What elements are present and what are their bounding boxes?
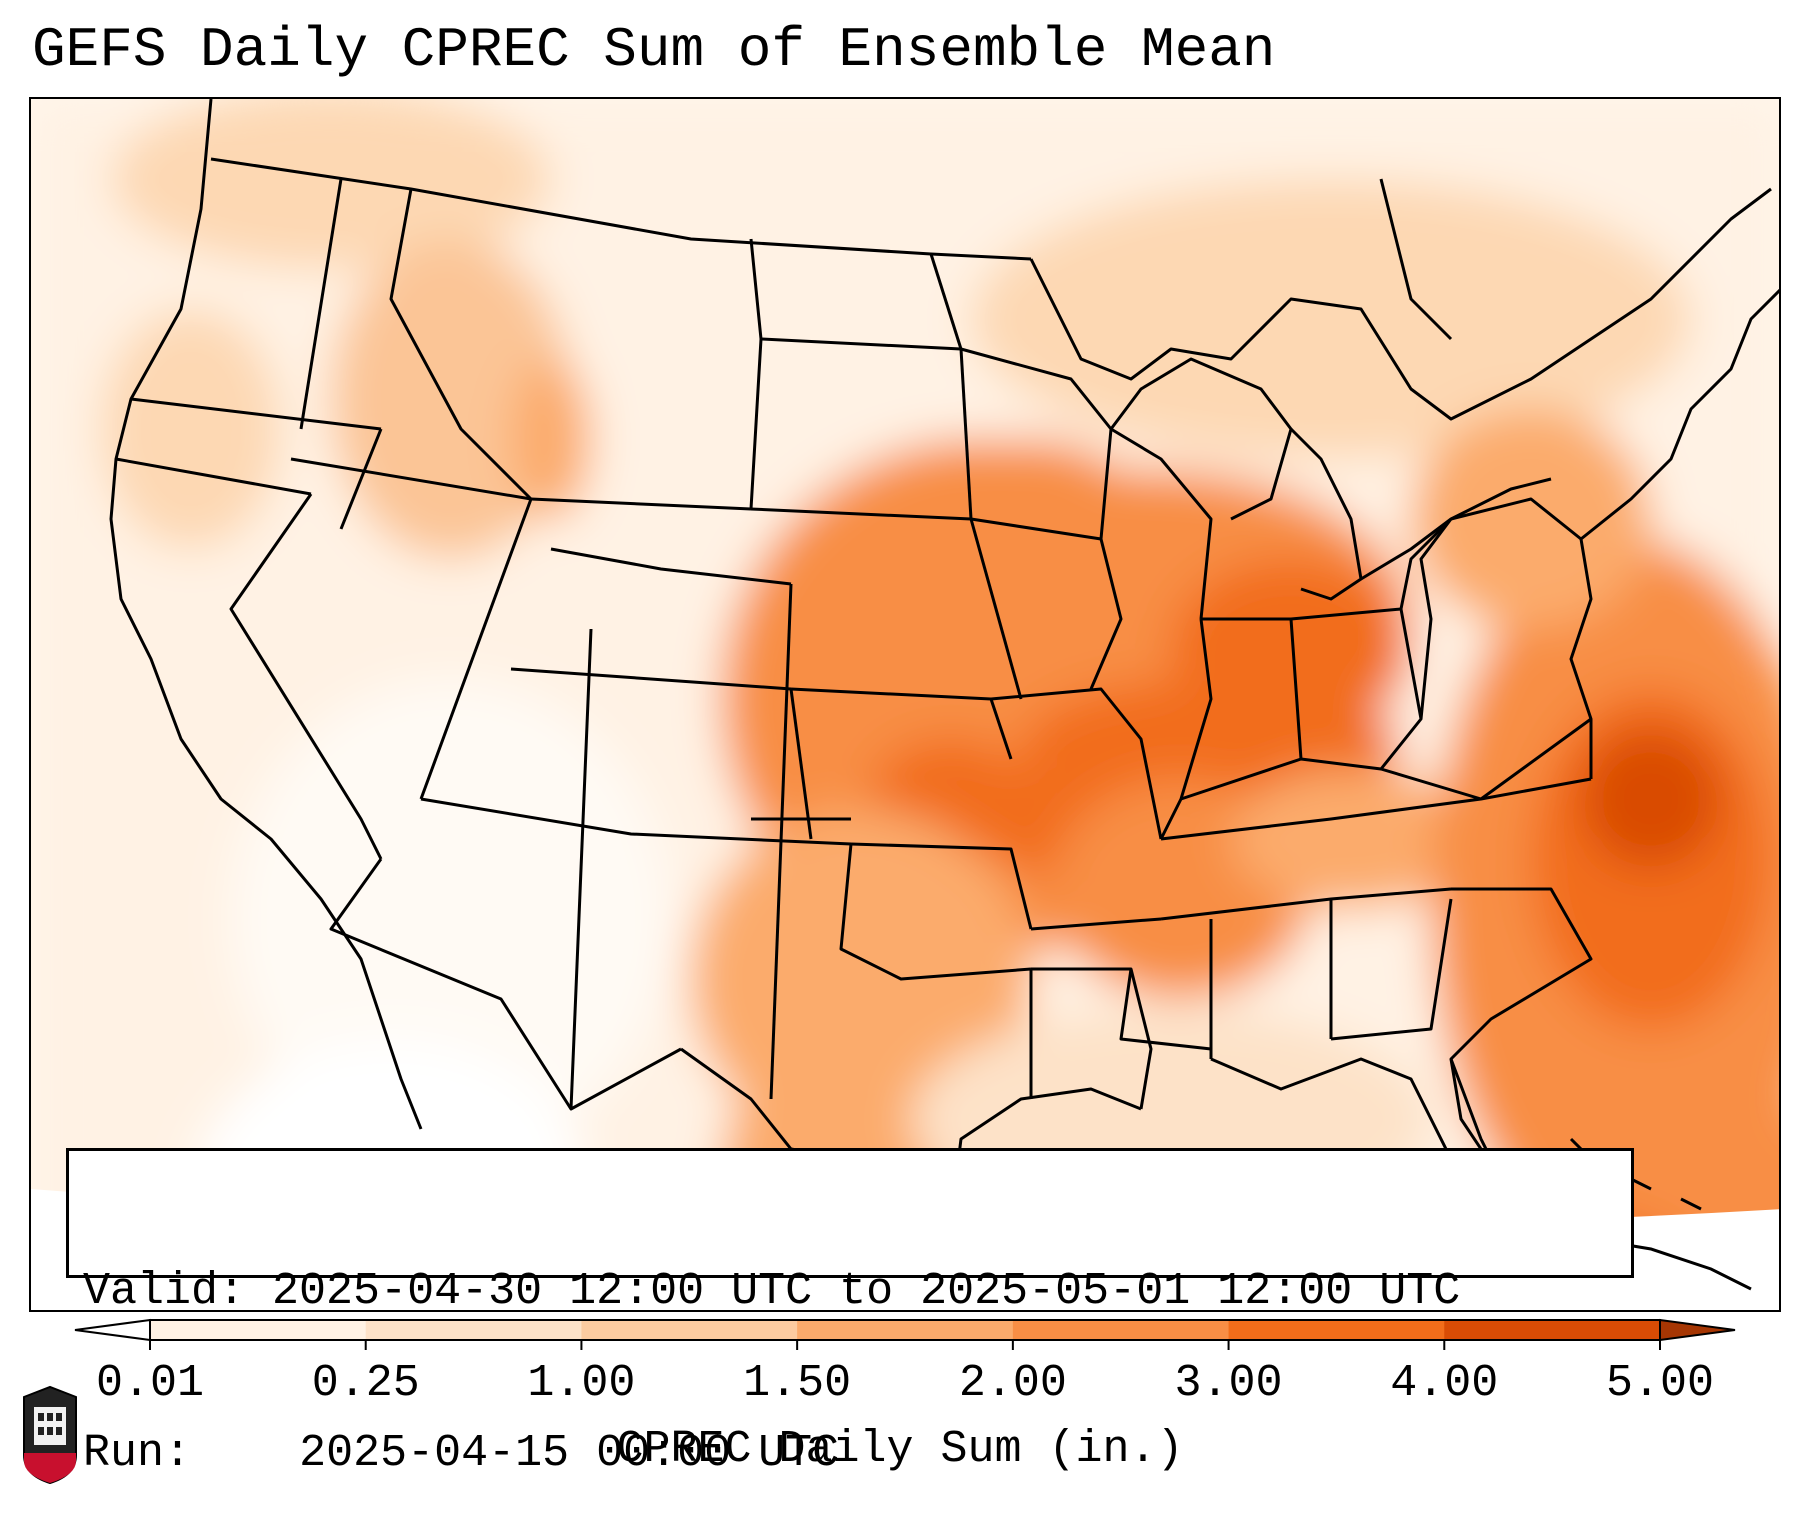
colorbar-extend-right bbox=[1659, 1318, 1736, 1342]
colorbar-tick-label: 2.00 bbox=[958, 1358, 1067, 1409]
colorbar-tick-label: 1.50 bbox=[743, 1358, 852, 1409]
colorbar-segments bbox=[150, 1320, 1661, 1340]
precip-field bbox=[31, 99, 1779, 1310]
run-value: 2025-04-15 00:00 UTC bbox=[299, 1428, 840, 1479]
colorbar-segment bbox=[1444, 1320, 1661, 1340]
valid-label: Valid: bbox=[83, 1266, 246, 1317]
valid-row: Valid: 2025-04-30 12:00 UTC to 2025-05-0… bbox=[83, 1265, 1617, 1319]
colorbar-segment bbox=[1228, 1320, 1445, 1340]
precip-map bbox=[31, 99, 1779, 1310]
colorbar-tick-label: 0.25 bbox=[311, 1358, 420, 1409]
valid-value: 2025-04-30 12:00 UTC to 2025-05-01 12:00… bbox=[272, 1266, 1461, 1317]
state-borders bbox=[109, 99, 1779, 1240]
colorbar-outline bbox=[149, 1319, 1661, 1341]
chart-title: GEFS Daily CPREC Sum of Ensemble Mean bbox=[32, 18, 1276, 82]
colorbar-tick-label: 4.00 bbox=[1390, 1358, 1499, 1409]
colorbar-tick-label: 3.00 bbox=[1174, 1358, 1283, 1409]
colorbar bbox=[74, 1318, 1736, 1350]
colorbar-extend-left bbox=[74, 1318, 151, 1342]
colorbar-tick-label: 1.00 bbox=[527, 1358, 636, 1409]
colorbar-segment bbox=[797, 1320, 1014, 1340]
colorbar-segment bbox=[581, 1320, 798, 1340]
map-panel[interactable] bbox=[29, 97, 1781, 1312]
run-row: Run: 2025-04-15 00:00 UTC bbox=[83, 1427, 1617, 1481]
colorbar-label: CPREC Daily Sum (in.) bbox=[616, 1424, 1184, 1475]
colorbar-segment bbox=[150, 1320, 367, 1340]
colorbar-segment bbox=[1012, 1320, 1230, 1340]
colorbar-ticks bbox=[149, 1340, 1661, 1350]
colorbar-tick-label: 5.00 bbox=[1605, 1358, 1715, 1409]
info-box: Valid: 2025-04-30 12:00 UTC to 2025-05-0… bbox=[66, 1148, 1634, 1479]
run-label: Run: bbox=[83, 1428, 192, 1479]
colorbar-segment bbox=[365, 1320, 582, 1340]
niu-logo bbox=[23, 1385, 77, 1485]
colorbar-tick-label: 0.01 bbox=[95, 1358, 205, 1409]
